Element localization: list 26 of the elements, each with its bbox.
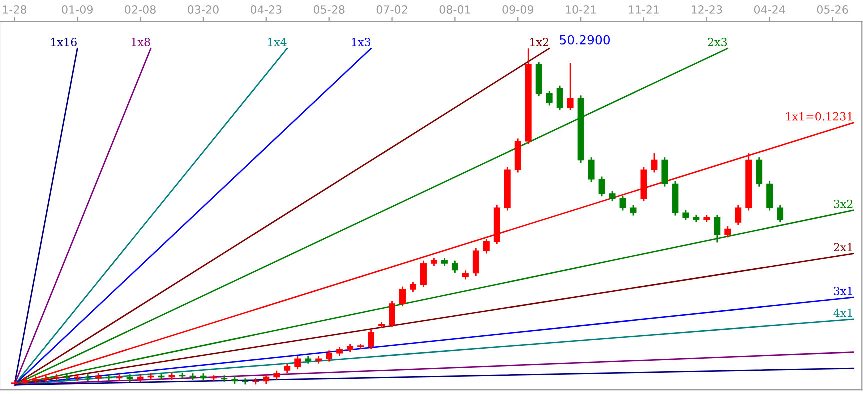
x-tick-label: 12-23 xyxy=(692,6,722,14)
series-label: 1x4 xyxy=(268,38,287,46)
x-tick-label: 07-02 xyxy=(376,6,408,14)
series-label: 2x1 xyxy=(834,243,852,252)
x-tick-label: 03-20 xyxy=(188,6,219,14)
series-label: 2x3 xyxy=(708,38,728,46)
x-tick-label: 05-26 xyxy=(817,6,848,14)
x-tick-label: 08-01 xyxy=(440,6,470,14)
series-label: 1x3 xyxy=(352,38,370,46)
x-tick-label: 04-24 xyxy=(754,6,786,14)
x-tick-label: 05-28 xyxy=(314,6,345,14)
series-label: 1x2 xyxy=(530,38,548,46)
x-tick-label: 11-21 xyxy=(629,6,660,14)
series-label: 3x2 xyxy=(834,200,853,208)
x-tick-label: 01-09 xyxy=(62,6,93,14)
text: 50.2900 xyxy=(560,35,610,45)
series-label: 1x8 xyxy=(132,38,150,46)
series-label: 3x1 xyxy=(834,286,852,296)
x-tick-label: 09-09 xyxy=(502,6,534,14)
series-label: 1x16 xyxy=(51,38,77,46)
series-label: 1x1=0.1231 xyxy=(786,112,852,121)
x-tick-label: 10-21 xyxy=(566,6,596,14)
x-tick-label: 04-23 xyxy=(250,6,282,14)
series-label: 4x1 xyxy=(834,308,852,318)
x-tick-label: 1-28 xyxy=(3,6,27,14)
x-tick-label: 02-08 xyxy=(125,6,156,14)
